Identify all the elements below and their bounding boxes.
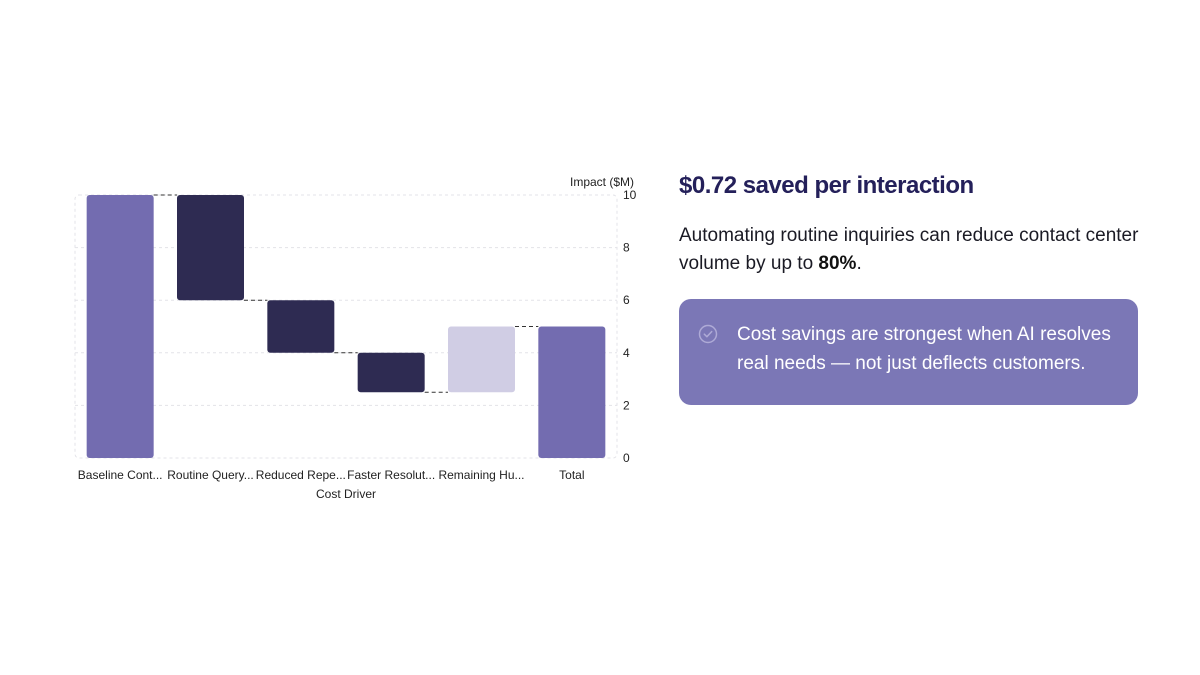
y-axis-ticks: 0 2 4 6 8 10	[623, 188, 637, 465]
bars	[86, 195, 606, 458]
grid-lines	[74, 194, 618, 459]
bar	[357, 352, 425, 393]
headline: $0.72 saved per interaction	[679, 172, 974, 199]
y-tick-label: 4	[623, 346, 630, 360]
y-tick-label: 6	[623, 293, 630, 307]
y-tick-label: 10	[623, 188, 637, 202]
body-text: Automating routine inquiries can reduce …	[679, 222, 1139, 278]
plot-frame	[74, 194, 618, 459]
x-tick-label: Reduced Repe...	[256, 468, 346, 482]
x-axis-ticks: Baseline Cont... Routine Query... Reduced …	[78, 468, 585, 482]
check-circle-icon	[698, 324, 718, 344]
connectors	[153, 194, 539, 393]
body-text-end: .	[856, 253, 862, 274]
y-tick-label: 2	[623, 398, 630, 412]
y-tick-label: 8	[623, 241, 630, 255]
body-text-start: Automating routine inquiries can reduce …	[679, 225, 1139, 274]
callout-text: Cost savings are strongest when AI resol…	[737, 324, 1111, 374]
insight-callout: Cost savings are strongest when AI resol…	[679, 299, 1138, 405]
x-tick-label: Remaining Hu...	[438, 468, 524, 482]
x-tick-label: Routine Query...	[167, 468, 253, 482]
x-tick-label: Baseline Cont...	[78, 468, 163, 482]
bar	[86, 195, 154, 458]
bar	[177, 195, 244, 301]
x-tick-label: Faster Resolut...	[347, 468, 435, 482]
bar	[448, 326, 515, 393]
bar	[538, 326, 606, 458]
y-tick-label: 0	[623, 451, 630, 465]
bar	[267, 300, 335, 353]
waterfall-chart: 0 2 4 6 8 10 Baseline Cont... Routine Query...…	[74, 175, 637, 501]
x-axis-label: Cost Driver	[316, 487, 376, 501]
y-axis-label: Impact ($M)	[570, 175, 634, 189]
body-text-highlight: 80%	[818, 253, 857, 274]
x-tick-label: Total	[559, 468, 584, 482]
